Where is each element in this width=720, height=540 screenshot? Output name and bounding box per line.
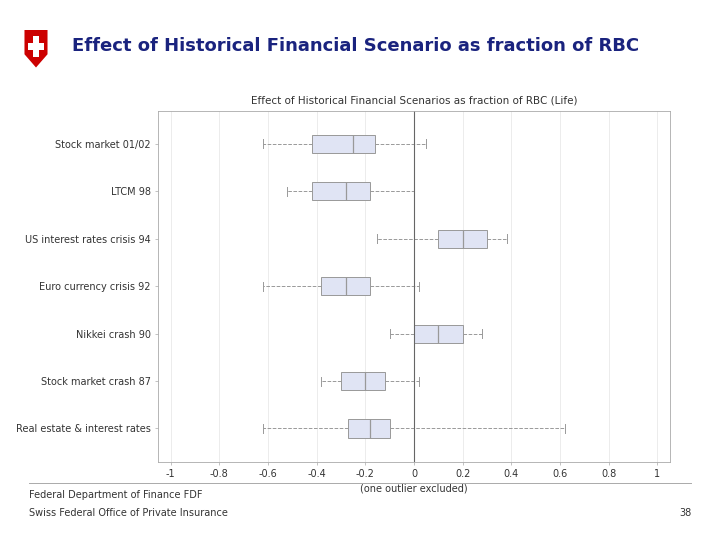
PathPatch shape [312,135,375,153]
PathPatch shape [341,372,384,390]
Title: Effect of Historical Financial Scenarios as fraction of RBC (Life): Effect of Historical Financial Scenarios… [251,96,577,106]
Text: Swiss Federal Office of Private Insurance: Swiss Federal Office of Private Insuranc… [29,508,228,518]
PathPatch shape [414,325,463,343]
Text: Effect of Historical Financial Scenario as fraction of RBC: Effect of Historical Financial Scenario … [72,37,639,55]
Text: Federal Department of Finance FDF: Federal Department of Finance FDF [29,490,202,501]
PathPatch shape [348,420,390,437]
Bar [33,36,39,57]
Polygon shape [24,30,48,68]
Bar [28,43,44,50]
X-axis label: (one outlier excluded): (one outlier excluded) [360,483,468,494]
Text: 38: 38 [679,508,691,518]
PathPatch shape [322,277,370,295]
PathPatch shape [312,183,370,200]
PathPatch shape [438,230,487,248]
